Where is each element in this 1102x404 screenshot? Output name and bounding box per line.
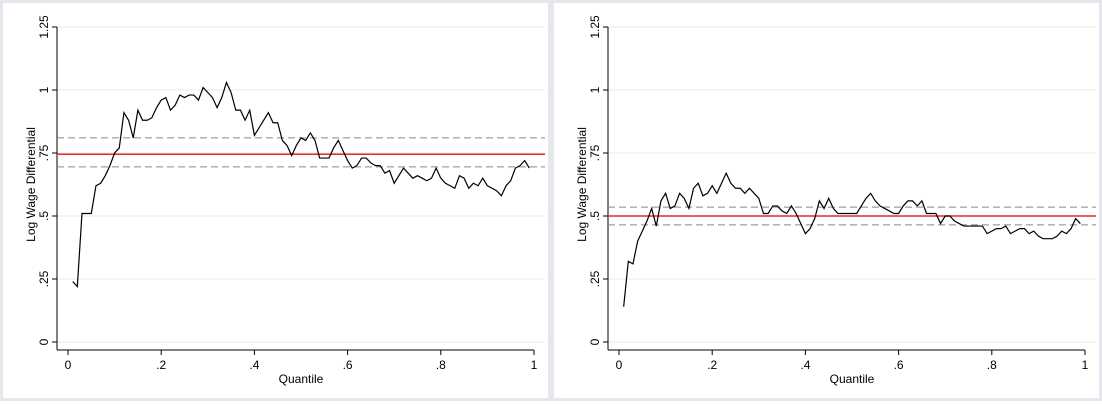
y-tick-label: 1 [37,86,51,93]
x-tick-label: .4 [800,358,810,372]
x-tick-label: .4 [249,358,259,372]
y-tick-label: .25 [588,270,602,287]
data-line [623,171,1081,307]
y-tick-label: 0 [37,338,51,345]
y-axis-title: Log Wage Differential [24,127,38,242]
x-axis-title: Quantile [279,372,324,386]
x-tick-label: .6 [894,358,904,372]
y-tick-label: 1.25 [588,15,602,39]
data-line [72,80,530,288]
x-tick-label: .2 [156,358,166,372]
y-tick-label: 1.25 [37,15,51,39]
y-tick-label: 0 [588,338,602,345]
x-tick-label: 1 [531,358,538,372]
x-tick-label: 1 [1082,358,1089,372]
y-tick-label: .5 [37,211,51,221]
chart: 0 .25 .5 .75 1 1.25 0 .2 .4 .6 .8 1 Quantile Log Wage… [0,0,551,401]
frame [551,0,1102,401]
x-axis-title: Quantile [830,372,875,386]
x-tick-label: .8 [987,358,997,372]
y-tick-label: .25 [37,270,51,287]
chart: 0 .25 .5 .75 1 1.25 0 .2 .4 .6 .8 1 Quantile Log Wage… [551,0,1102,401]
y-tick-label: .5 [588,211,602,221]
x-tick-label: .6 [343,358,353,372]
y-tick-label: .75 [588,144,602,161]
y-axis-title: Log Wage Differential [575,127,589,242]
x-tick-label: 0 [616,358,623,372]
y-tick-label: 1 [588,86,602,93]
x-tick-label: .8 [436,358,446,372]
x-tick-label: .2 [707,358,717,372]
frame [0,0,551,401]
y-tick-label: .75 [37,144,51,161]
x-tick-label: 0 [65,358,72,372]
